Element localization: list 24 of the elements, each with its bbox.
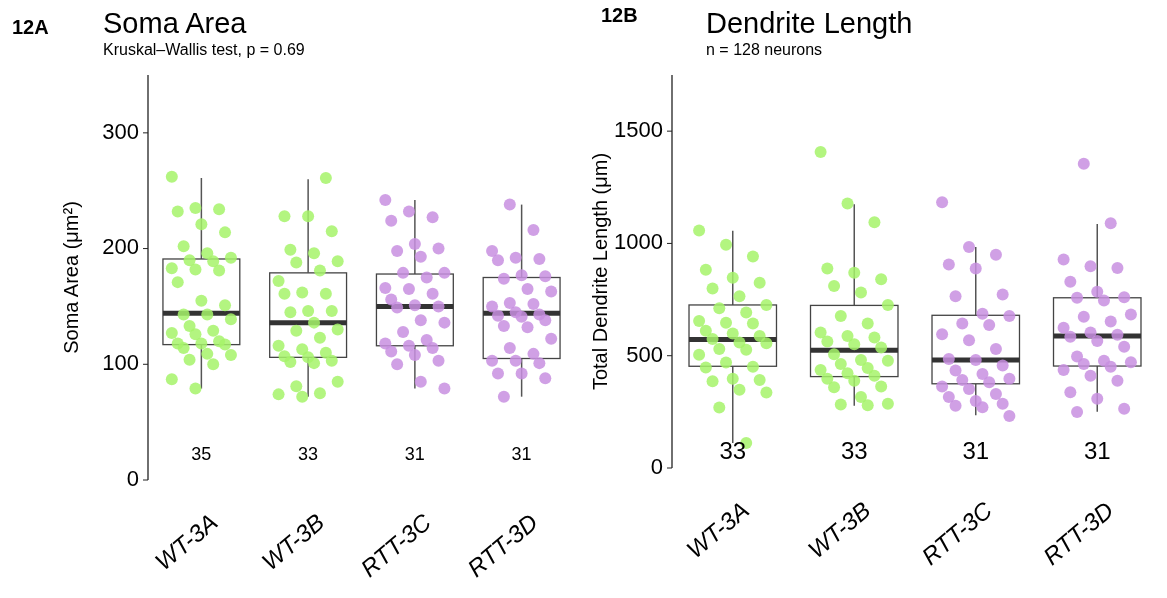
y-tick-label: 500 (626, 341, 663, 367)
y-tick-label: 200 (102, 234, 139, 260)
annotation: 31 (962, 437, 990, 465)
annotation: 33 (840, 437, 868, 465)
annotation: 31 (511, 443, 532, 464)
annotation: 33 (298, 443, 319, 464)
chart-title: Dendrite Length (706, 7, 913, 39)
text: 12A (12, 16, 49, 38)
y-tick-label: 100 (102, 350, 139, 376)
y-tick-label: 0 (650, 453, 663, 479)
y-tick-label: 0 (126, 465, 139, 491)
annotation: 33 (719, 437, 747, 465)
annotation: 31 (404, 443, 425, 464)
annotation: 35 (191, 443, 212, 464)
annotation: 31 (1083, 437, 1111, 465)
chart-subtitle: Kruskal–Wallis test, p = 0.69 (103, 41, 305, 58)
text: 12B (601, 4, 638, 26)
chart-subtitle: n = 128 neurons (706, 41, 823, 58)
y-axis-title: Total Dendrite Length (μm) (589, 152, 611, 391)
y-tick-label: 1000 (614, 229, 663, 255)
chart-title: Soma Area (103, 7, 248, 39)
y-tick-label: 300 (102, 118, 139, 144)
y-axis-title: Soma Area (μm²) (60, 201, 82, 354)
y-tick-label: 1500 (614, 116, 663, 142)
